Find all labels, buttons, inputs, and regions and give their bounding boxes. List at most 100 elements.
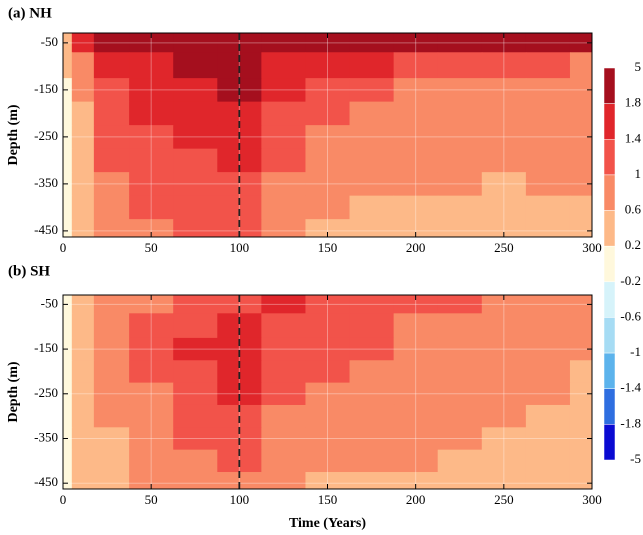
contour-cell: [261, 78, 306, 103]
contour-cell: [93, 125, 130, 150]
y-tick-label: -350: [34, 175, 58, 190]
contour-cell: [437, 382, 483, 406]
contour-cell: [305, 101, 351, 126]
contour-cell: [63, 449, 73, 473]
contour-cell: [71, 382, 95, 406]
colorbar-swatch: [603, 210, 616, 247]
y-tick-label: -150: [34, 81, 58, 96]
contour-cell: [481, 101, 527, 126]
contour-cell: [305, 360, 351, 384]
contour-cell: [481, 449, 527, 473]
contour-cell: [71, 195, 95, 220]
x-tick-label: 250: [494, 240, 514, 255]
contour-cell: [129, 472, 174, 490]
contour-cell: [63, 313, 73, 339]
contour-cell: [349, 52, 395, 79]
contour-cell: [305, 33, 351, 53]
contour-cell: [71, 101, 95, 126]
colorbar-swatch: [603, 67, 616, 104]
contour-cell: [393, 382, 439, 406]
contour-cell: [569, 52, 593, 79]
contour-cell: [349, 78, 395, 103]
x-tick-label: 150: [318, 492, 338, 507]
contour-cell: [305, 472, 351, 490]
contour-cell: [481, 148, 527, 173]
colorbar-swatch: [603, 139, 616, 176]
contour-cell: [481, 52, 527, 79]
colorbar-swatch: [603, 424, 616, 461]
colorbar-label: 1.4: [625, 130, 642, 145]
contour-cell: [129, 172, 174, 197]
plot-frame: [62, 32, 593, 238]
contour-cell: [93, 295, 130, 314]
contour-cell: [569, 404, 593, 428]
contour-cell: [129, 360, 174, 384]
contour-cell: [305, 195, 351, 220]
colorbar-swatch: [603, 174, 616, 211]
contour-cell: [261, 313, 306, 339]
contour-cell: [173, 52, 218, 79]
contour-cell: [173, 33, 218, 53]
contour-cell: [129, 449, 174, 473]
contour-cell: [437, 449, 483, 473]
contour-cell: [393, 125, 439, 150]
colorbar-label: -1.4: [620, 380, 641, 395]
contour-cell: [481, 78, 527, 103]
contour-cell: [173, 360, 218, 384]
contour-cell: [93, 33, 130, 53]
contour-cell: [305, 313, 351, 339]
contour-cell: [349, 295, 395, 314]
contour-cell: [525, 337, 571, 361]
y-axis-label: Depth (m): [6, 361, 21, 422]
contour-cell: [261, 360, 306, 384]
contour-cell: [305, 382, 351, 406]
contour-cell: [481, 195, 527, 220]
contour-cell: [63, 360, 73, 384]
contour-cell: [481, 404, 527, 428]
contour-cell: [569, 427, 593, 451]
x-tick-label: 200: [406, 240, 426, 255]
contour-cell: [93, 427, 130, 451]
contour-cell: [217, 360, 262, 384]
colorbar-label: 1.8: [625, 95, 641, 110]
contour-cell: [393, 337, 439, 361]
contour-cell: [129, 33, 174, 53]
contour-cell: [71, 472, 95, 490]
contour-cell: [305, 78, 351, 103]
contour-cell: [437, 33, 483, 53]
contour-cell: [349, 449, 395, 473]
contour-cell: [481, 337, 527, 361]
colorbar-label: 0.6: [625, 202, 642, 217]
y-tick-label: -250: [34, 385, 58, 400]
contour-cell: [569, 313, 593, 339]
contour-cell: [173, 472, 218, 490]
contour-cell: [349, 219, 395, 238]
contour-cell: [93, 172, 130, 197]
plot-frame: [62, 294, 593, 490]
contour-cell: [305, 52, 351, 79]
contour-cell: [71, 404, 95, 428]
colorbar-label: 5: [635, 59, 642, 74]
contour-cell: [217, 33, 262, 53]
contour-cell: [261, 101, 306, 126]
x-tick-label: 50: [145, 492, 158, 507]
contour-cell: [393, 219, 439, 238]
chart-title: (b) SH: [8, 263, 50, 279]
contour-cell: [129, 295, 174, 314]
contour-cell: [393, 449, 439, 473]
contour-cell: [349, 33, 395, 53]
contour-cell: [481, 472, 527, 490]
contour-cell: [261, 472, 306, 490]
contour-cell: [71, 172, 95, 197]
contour-cell: [261, 148, 306, 173]
x-tick-label: 150: [318, 240, 338, 255]
contour-cell: [71, 337, 95, 361]
contour-cell: [93, 78, 130, 103]
contour-cell: [569, 125, 593, 150]
contour-cell: [569, 295, 593, 314]
colorbar-swatch: [603, 352, 616, 389]
contour-cell: [93, 337, 130, 361]
contour-cell: [217, 472, 262, 490]
contour-cell: [129, 101, 174, 126]
